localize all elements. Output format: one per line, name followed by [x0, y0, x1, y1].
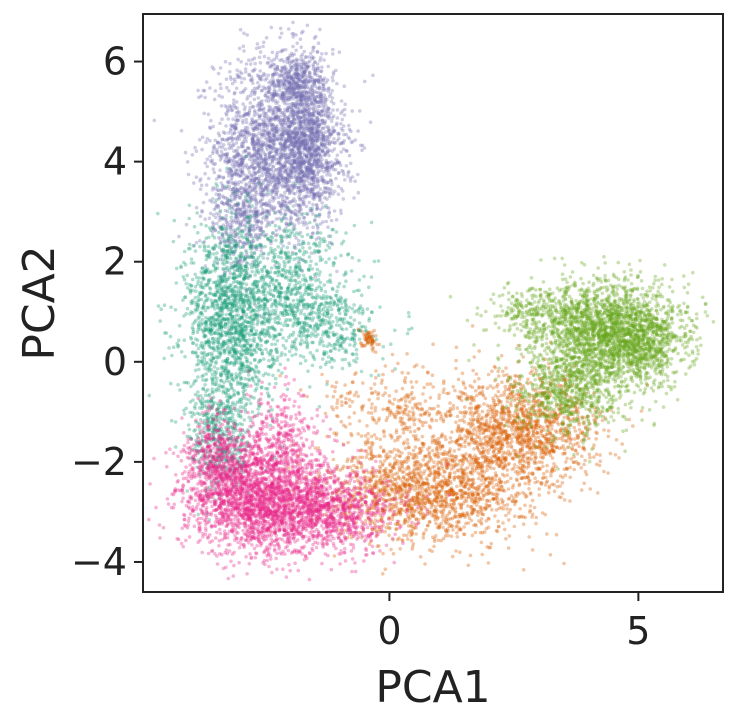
y-tick-label: 2 — [103, 240, 127, 284]
y-tick-label: 0 — [103, 340, 127, 384]
y-tick-label: −4 — [71, 540, 127, 584]
x-tick-label: 5 — [626, 609, 650, 653]
x-tick-label: 0 — [377, 609, 401, 653]
series-2-points — [265, 324, 650, 576]
scatter-points — [147, 20, 716, 582]
y-tick-label: 6 — [103, 40, 127, 84]
series-4-points — [147, 366, 452, 582]
x-axis-label: PCA1 — [375, 662, 490, 713]
y-axis-label: PCA2 — [14, 245, 65, 360]
series-1-points — [147, 154, 414, 522]
y-tick-label: 4 — [103, 140, 127, 184]
y-tick-label: −2 — [71, 440, 127, 484]
y-axis: −4 −2 0 2 4 6 — [71, 40, 143, 584]
plot-frame — [142, 13, 724, 593]
series-3-points — [448, 254, 716, 471]
series-0-points — [152, 20, 375, 333]
